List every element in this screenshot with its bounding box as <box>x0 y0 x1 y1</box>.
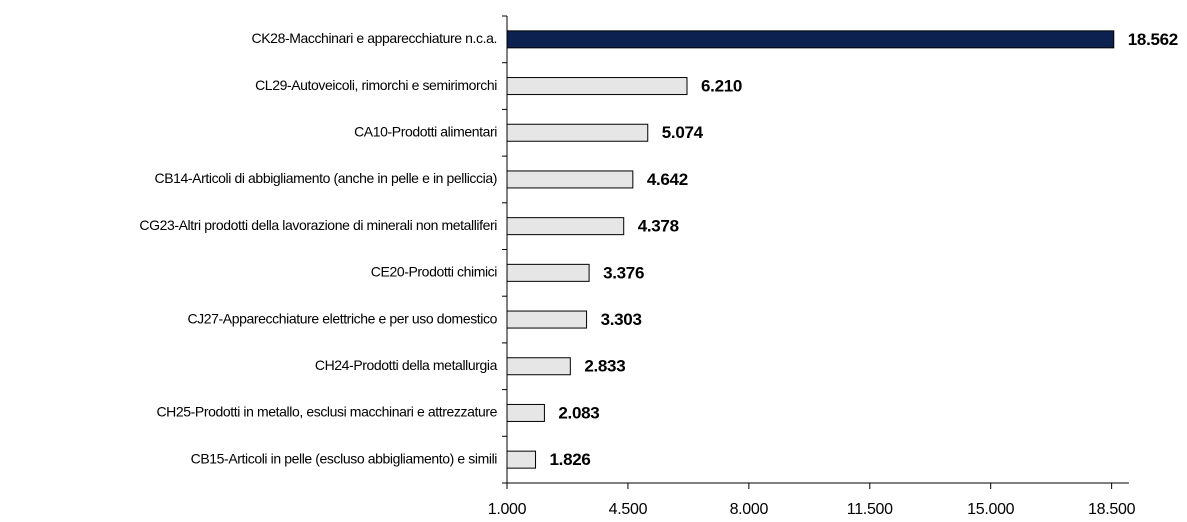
x-tick-label: 11.500 <box>847 501 893 518</box>
x-tick-label: 15.000 <box>967 501 1015 518</box>
bar <box>506 77 688 96</box>
category-label: CL29-Autoveicoli, rimorchi e semirimorch… <box>255 77 497 93</box>
value-label: 3.376 <box>603 263 644 282</box>
value-label: 1.826 <box>550 450 591 469</box>
category-label: CJ27-Apparecchiature elettriche e per us… <box>187 310 497 326</box>
bar <box>506 30 1115 49</box>
bar <box>506 217 625 236</box>
category-label: CB14-Articoli di abbigliamento (anche in… <box>154 170 497 186</box>
value-label: 4.642 <box>647 170 688 189</box>
value-label: 2.833 <box>584 357 625 376</box>
category-label: CG23-Altri prodotti della lavorazione di… <box>139 217 497 233</box>
value-label: 18.562 <box>1128 30 1178 49</box>
bar <box>506 357 571 376</box>
bar <box>506 403 545 422</box>
x-tick-label: 1.000 <box>488 501 527 518</box>
value-label: 4.378 <box>638 217 679 236</box>
value-label: 5.074 <box>662 123 704 142</box>
category-label: CA10-Prodotti alimentari <box>354 123 497 139</box>
value-label: 6.210 <box>701 77 742 96</box>
category-label: CB15-Articoli in pelle (escluso abbiglia… <box>191 450 498 466</box>
value-label: 3.303 <box>601 310 642 329</box>
bar <box>506 123 649 142</box>
bar <box>506 310 588 329</box>
category-label: CK28-Macchinari e apparecchiature n.c.a. <box>252 30 497 46</box>
category-label: CE20-Prodotti chimici <box>371 264 497 280</box>
bar <box>506 450 537 469</box>
category-label: CH24-Prodotti della metallurgia <box>315 357 498 373</box>
bar <box>506 170 634 189</box>
bar <box>506 263 590 282</box>
x-tick-label: 18.500 <box>1088 501 1136 518</box>
category-label: CH25-Prodotti in metallo, esclusi macchi… <box>156 404 497 420</box>
x-tick-label: 8.000 <box>730 501 769 518</box>
value-label: 2.083 <box>558 403 599 422</box>
x-tick-label: 4.500 <box>609 501 648 518</box>
